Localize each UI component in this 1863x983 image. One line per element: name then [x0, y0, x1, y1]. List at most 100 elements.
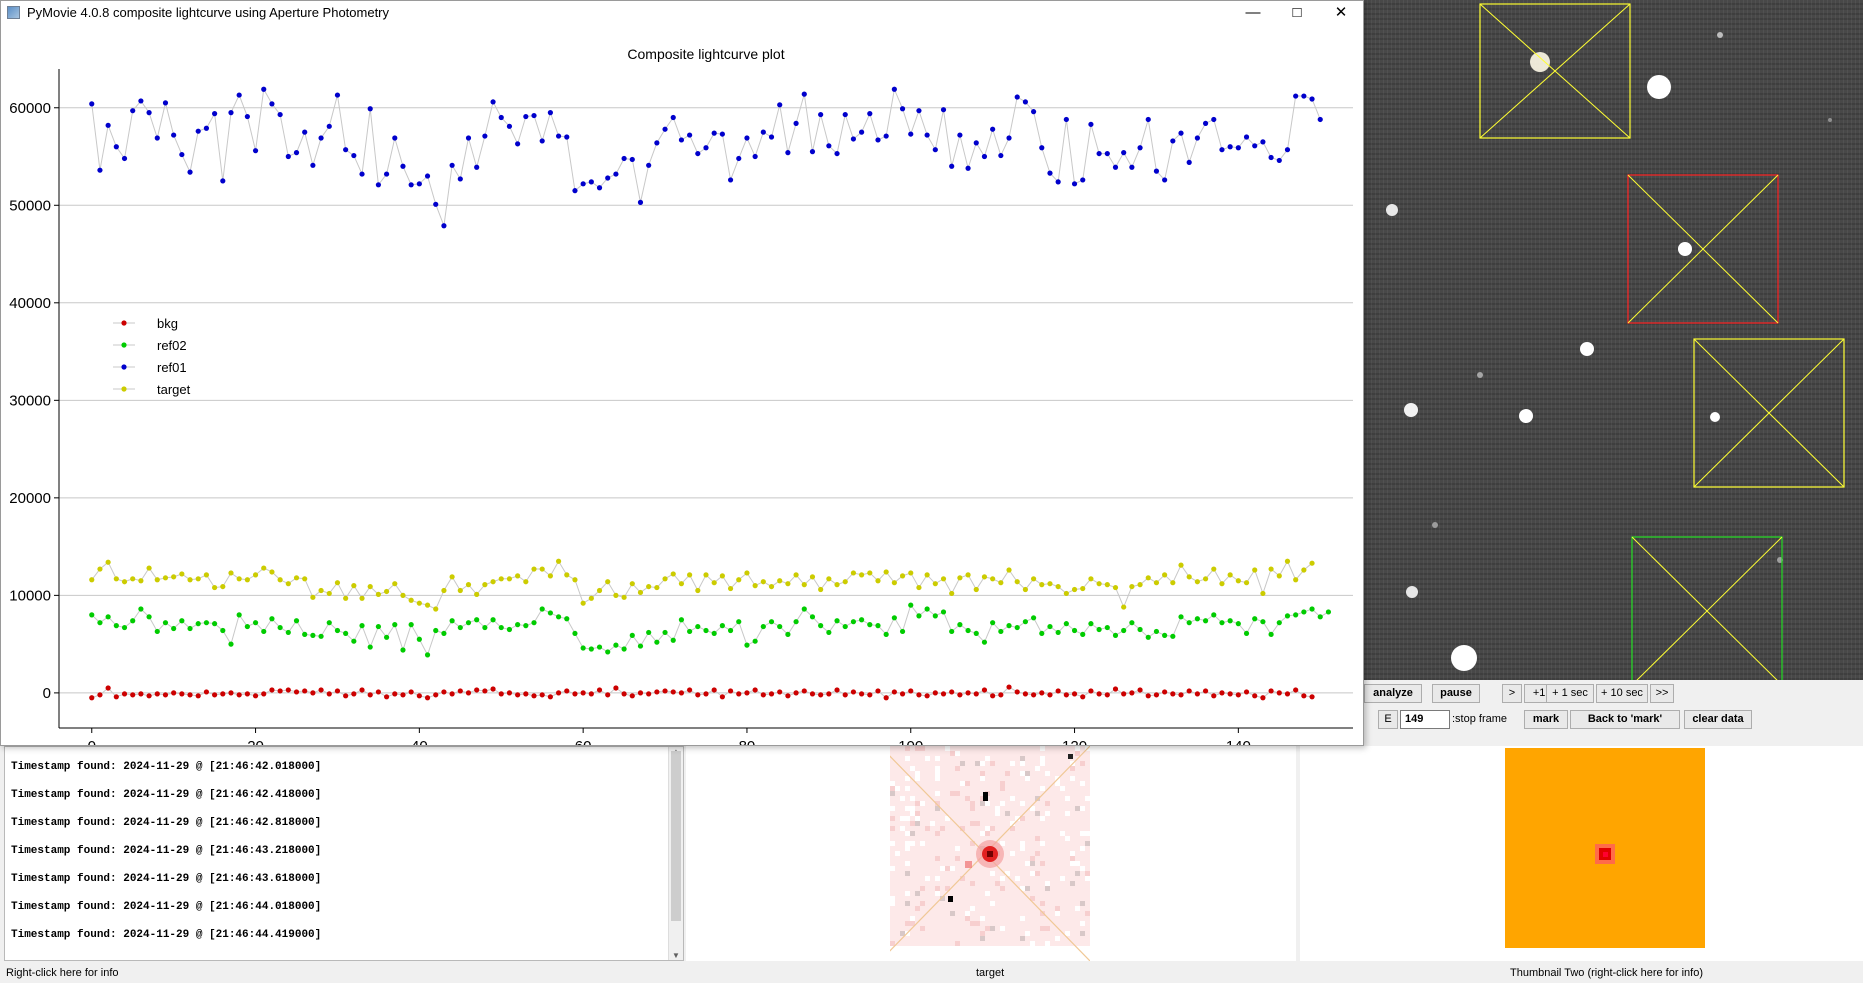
x-tick-label: 100 [898, 738, 923, 745]
data-point-ref02 [1211, 612, 1217, 618]
data-point-bkg [687, 687, 693, 693]
data-point-ref02 [1088, 621, 1094, 627]
minimize-icon[interactable]: — [1245, 4, 1261, 21]
data-point-ref01 [1317, 116, 1323, 123]
data-point-bkg [1088, 688, 1094, 694]
data-point-ref01 [1211, 116, 1217, 123]
data-point-ref02 [1260, 619, 1266, 625]
x-tick-label: 80 [739, 738, 756, 745]
data-point-target [949, 590, 955, 597]
data-point-ref01 [97, 167, 103, 173]
series-ref01 [89, 86, 1323, 229]
plus-10-sec-button[interactable]: + 10 sec [1596, 684, 1648, 703]
legend-label: ref02 [157, 338, 187, 353]
pause-button[interactable]: pause [1432, 684, 1480, 703]
y-tick-label: 50000 [9, 197, 51, 214]
data-point-target [236, 576, 242, 582]
data-point-target [760, 579, 766, 585]
data-point-bkg [236, 692, 242, 698]
data-point-ref01 [1276, 157, 1282, 164]
data-point-ref02 [555, 614, 562, 620]
close-icon[interactable]: ✕ [1334, 4, 1348, 21]
data-point-target [1071, 586, 1078, 593]
data-point-bkg [375, 689, 382, 695]
data-point-ref02 [97, 620, 103, 626]
ref01-aperture[interactable] [1479, 3, 1631, 139]
legend-item-bkg: bkg [113, 316, 178, 331]
data-point-ref02 [138, 606, 144, 612]
data-point-ref01 [1252, 143, 1258, 149]
ref02-aperture[interactable] [1693, 338, 1845, 488]
data-point-ref02 [105, 614, 111, 620]
data-point-ref02 [1162, 632, 1168, 638]
data-point-target [277, 577, 283, 583]
data-point-bkg [621, 691, 627, 697]
thumbnail-two-label[interactable]: Thumbnail Two (right-click here for info… [1510, 967, 1703, 979]
data-point-ref02 [310, 632, 316, 638]
data-point-ref01 [1219, 147, 1225, 153]
data-point-ref02 [1227, 618, 1233, 624]
back-to-mark-button[interactable]: Back to 'mark' [1570, 710, 1680, 729]
log-scrollbar[interactable]: ▲ ▼ [668, 747, 683, 960]
fast-forward-button[interactable]: >> [1650, 684, 1674, 703]
data-point-bkg [302, 688, 308, 694]
data-point-ref01 [1129, 164, 1135, 170]
data-point-bkg [269, 687, 275, 693]
scrollbar-thumb[interactable] [671, 751, 681, 921]
target-thumbnail-image[interactable] [890, 746, 1090, 961]
data-point-bkg [1235, 692, 1241, 698]
data-point-target [678, 581, 685, 587]
star-field-image[interactable] [1360, 0, 1863, 680]
lightcurve-plot-window[interactable]: PyMovie 4.0.8 composite lightcurve using… [0, 0, 1364, 746]
log-text-area[interactable]: Timestamp found: 2024-11-29 @ [21:46:42.… [4, 746, 684, 961]
data-point-target [736, 577, 742, 583]
stop-frame-input[interactable]: 149 [1400, 710, 1450, 729]
data-point-bkg [859, 691, 865, 697]
plus-1-sec-button[interactable]: + 1 sec [1546, 684, 1594, 703]
data-point-target [457, 587, 463, 594]
data-point-ref01 [220, 178, 226, 184]
window-titlebar[interactable]: PyMovie 4.0.8 composite lightcurve using… [1, 1, 1363, 25]
data-point-ref02 [1268, 631, 1274, 637]
data-point-bkg [875, 688, 881, 694]
data-point-ref01 [375, 182, 382, 188]
data-point-ref01 [195, 128, 201, 134]
next-frame-button[interactable]: > [1502, 684, 1522, 703]
log-line: Timestamp found: 2024-11-29 @ [21:46:42.… [11, 817, 322, 829]
data-point-ref02 [809, 614, 816, 620]
e-button[interactable]: E [1378, 710, 1398, 729]
data-point-target [433, 606, 439, 612]
thumbnail-two-image[interactable] [1505, 748, 1705, 948]
mark-button[interactable]: mark [1524, 710, 1568, 729]
data-point-ref02 [244, 623, 250, 630]
data-point-ref02 [908, 602, 914, 608]
data-point-ref01 [474, 164, 480, 170]
data-point-ref02 [531, 620, 537, 626]
log-status-label[interactable]: Right-click here for info [6, 967, 119, 979]
data-point-ref02 [670, 637, 676, 643]
analyze-button[interactable]: analyze [1364, 684, 1422, 703]
data-point-target [859, 572, 865, 578]
target-aperture[interactable] [1627, 174, 1779, 324]
data-point-bkg [1309, 694, 1315, 700]
data-point-ref01 [621, 155, 627, 162]
data-point-target [138, 578, 144, 584]
data-point-ref02 [1096, 626, 1102, 633]
data-point-ref01 [949, 163, 955, 169]
data-point-bkg [171, 690, 177, 696]
data-point-ref02 [1022, 619, 1029, 625]
y-tick-label: 10000 [9, 587, 51, 604]
maximize-icon[interactable]: □ [1292, 4, 1302, 21]
bkg-aperture[interactable] [1631, 536, 1783, 680]
data-point-target [490, 579, 496, 585]
target-thumbnail-label: target [976, 967, 1005, 979]
data-point-ref02 [965, 627, 971, 634]
clear-data-button[interactable]: clear data [1684, 710, 1752, 729]
data-point-target [654, 584, 660, 591]
lightcurve-plot[interactable]: Composite lightcurve plot 0 10000 20000 300… [1, 25, 1363, 745]
data-point-ref01 [1145, 116, 1151, 123]
data-point-bkg [1096, 691, 1102, 697]
scroll-down-icon[interactable]: ▼ [672, 951, 680, 960]
data-point-bkg [433, 692, 439, 698]
data-point-ref01 [1260, 139, 1266, 145]
